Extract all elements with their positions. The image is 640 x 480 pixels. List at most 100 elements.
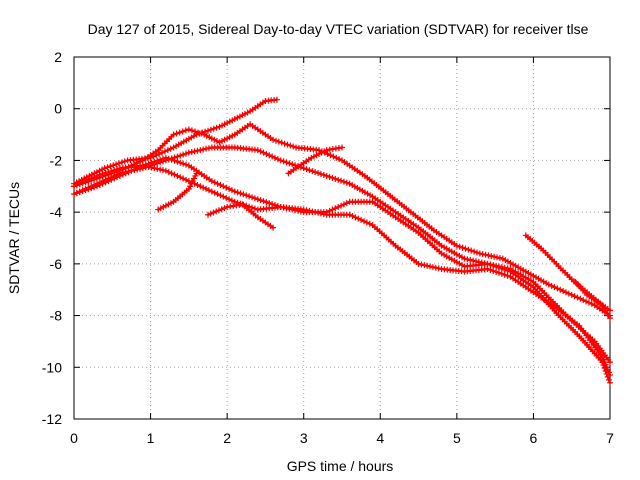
data-point xyxy=(237,190,244,197)
data-point xyxy=(200,146,207,153)
data-point xyxy=(462,245,469,252)
data-point xyxy=(421,262,428,269)
data-point xyxy=(91,184,98,191)
data-point xyxy=(71,191,77,198)
data-point xyxy=(99,171,106,178)
data-point xyxy=(493,268,500,275)
data-point xyxy=(290,143,297,150)
data-point xyxy=(490,267,497,274)
data-point xyxy=(327,152,334,159)
data-point xyxy=(286,205,293,212)
data-point xyxy=(157,156,164,163)
data-point xyxy=(210,209,217,216)
data-point xyxy=(99,180,106,187)
data-point xyxy=(197,183,204,190)
data-point xyxy=(249,194,256,201)
data-point xyxy=(599,359,606,366)
data-point xyxy=(151,158,158,165)
data-point xyxy=(85,176,92,183)
data-point xyxy=(231,198,238,205)
data-point xyxy=(585,299,592,306)
data-point xyxy=(162,167,169,174)
data-point xyxy=(208,178,215,185)
data-point xyxy=(548,282,555,289)
data-point xyxy=(228,187,235,194)
data-point xyxy=(71,183,77,190)
data-point xyxy=(195,129,202,136)
data-point xyxy=(465,246,472,253)
data-point xyxy=(332,175,339,182)
data-point xyxy=(214,180,221,187)
data-point xyxy=(432,264,439,271)
data-point xyxy=(73,190,80,197)
data-point xyxy=(577,295,584,302)
data-point xyxy=(418,261,425,268)
data-point xyxy=(363,219,370,226)
data-point xyxy=(281,140,288,147)
data-point xyxy=(179,128,186,135)
data-point xyxy=(330,153,337,160)
y-tick-label: 0 xyxy=(54,101,62,117)
data-point xyxy=(266,152,273,159)
data-point xyxy=(177,152,184,159)
data-point xyxy=(191,148,198,155)
series-track-7 xyxy=(155,170,200,213)
data-point xyxy=(101,165,108,172)
data-point xyxy=(607,307,613,314)
data-point xyxy=(292,162,299,169)
data-point xyxy=(456,243,463,250)
data-point xyxy=(352,214,359,221)
data-point xyxy=(107,163,114,170)
data-point xyxy=(260,198,267,205)
data-point xyxy=(315,170,322,177)
data-point xyxy=(116,172,123,179)
data-point xyxy=(427,263,434,270)
data-point xyxy=(156,150,163,157)
data-point xyxy=(270,136,277,143)
data-point xyxy=(134,165,141,172)
data-point xyxy=(605,376,612,383)
chart-title: Day 127 of 2015, Sidereal Day-to-day VTE… xyxy=(88,21,589,37)
data-point xyxy=(332,205,339,212)
data-point xyxy=(491,253,498,260)
x-tick-label: 2 xyxy=(223,430,231,446)
data-point xyxy=(263,150,270,157)
data-point xyxy=(501,266,508,273)
data-point xyxy=(277,203,284,210)
data-point xyxy=(292,207,299,214)
data-point xyxy=(180,175,187,182)
x-tick-label: 5 xyxy=(453,430,461,446)
data-point xyxy=(213,124,220,131)
data-point xyxy=(194,147,201,154)
data-point xyxy=(93,172,100,179)
data-point xyxy=(154,165,161,172)
data-point xyxy=(82,187,89,194)
series-track-4 xyxy=(71,162,613,379)
data-point xyxy=(494,254,501,261)
data-point xyxy=(607,359,613,366)
data-point xyxy=(274,156,281,163)
data-point xyxy=(142,161,149,168)
data-point xyxy=(571,293,578,300)
data-point xyxy=(119,171,126,178)
data-point xyxy=(82,178,89,185)
y-tick-label: -8 xyxy=(50,308,63,324)
data-point xyxy=(215,207,222,214)
data-point xyxy=(343,200,350,207)
data-point xyxy=(482,251,489,258)
data-point xyxy=(323,172,330,179)
data-point xyxy=(496,255,503,262)
data-point xyxy=(453,242,460,249)
data-point xyxy=(73,181,80,188)
data-point xyxy=(93,183,100,190)
data-point xyxy=(85,186,92,193)
data-point xyxy=(335,203,342,210)
data-point xyxy=(174,172,181,179)
data-point xyxy=(148,159,155,166)
data-point xyxy=(551,284,558,291)
data-point xyxy=(154,157,161,164)
data-point xyxy=(272,202,278,209)
data-point xyxy=(303,166,310,173)
data-point xyxy=(335,176,342,183)
data-point xyxy=(286,160,293,167)
